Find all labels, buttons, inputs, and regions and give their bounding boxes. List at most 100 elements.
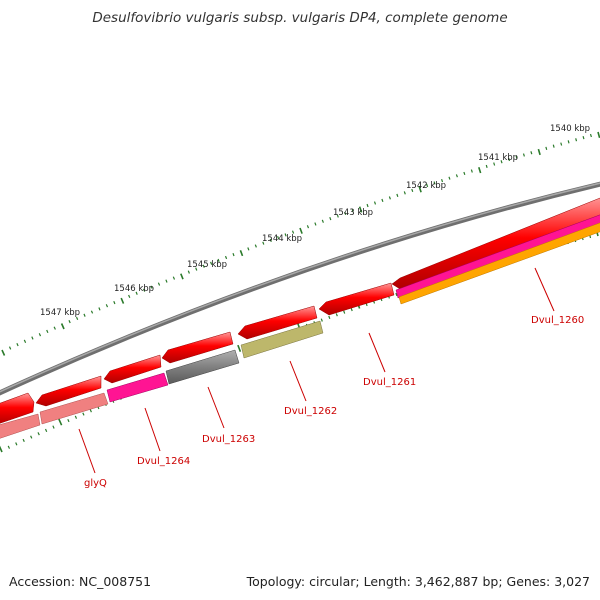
feature-cds[interactable] bbox=[0, 392, 35, 425]
genome-summary-text: Topology: circular; Length: 3,462,887 bp… bbox=[246, 574, 590, 589]
label-leaders bbox=[78, 267, 555, 474]
gene-label[interactable]: Dvul_1263 bbox=[202, 434, 255, 445]
scale-tick bbox=[16, 343, 19, 347]
feature-cds-magenta[interactable] bbox=[106, 372, 169, 403]
scale-tick bbox=[30, 435, 33, 439]
scale-tick bbox=[38, 333, 42, 337]
feature-cds[interactable] bbox=[237, 305, 318, 340]
scale-tick bbox=[441, 179, 444, 183]
scale-tick bbox=[582, 136, 585, 140]
scale-tick bbox=[67, 418, 70, 423]
scale-tick bbox=[350, 307, 353, 312]
scale-tick bbox=[217, 258, 220, 263]
scale-tick bbox=[23, 339, 27, 343]
scale-tick bbox=[74, 415, 78, 419]
scale-tick bbox=[500, 160, 503, 164]
scale-tick bbox=[1, 349, 6, 356]
scale-tick bbox=[180, 273, 184, 280]
scale-tick bbox=[46, 329, 49, 334]
gene-label[interactable]: Dvul_1264 bbox=[137, 456, 190, 467]
feature-cds[interactable] bbox=[161, 331, 234, 364]
map-title: Desulfovibrio vulgaris subsp. vulgaris D… bbox=[92, 10, 507, 26]
accession-text: Accession: NC_008751 bbox=[9, 574, 151, 589]
scale-tick bbox=[560, 142, 563, 146]
scale-tick bbox=[366, 203, 369, 208]
feature-cds[interactable] bbox=[318, 282, 395, 316]
scale-tick bbox=[157, 282, 161, 286]
tick-label: 1546 kbp bbox=[114, 284, 154, 294]
scale-tick bbox=[448, 176, 451, 180]
scale-tick bbox=[329, 217, 332, 221]
scale-tick bbox=[388, 196, 391, 200]
scale-tick bbox=[589, 133, 592, 138]
gene-label[interactable]: glyQ bbox=[84, 478, 107, 489]
reverse-features bbox=[0, 213, 600, 440]
tick-label: 1545 kbp bbox=[187, 260, 227, 270]
scale-tick bbox=[31, 336, 34, 340]
scale-tick bbox=[269, 238, 272, 243]
scale-tick bbox=[336, 214, 339, 218]
feature-cds[interactable] bbox=[103, 354, 162, 384]
scale-tick bbox=[8, 346, 12, 350]
scale-tick bbox=[306, 225, 310, 229]
feature-cds-gray[interactable] bbox=[165, 349, 240, 385]
scale-tick bbox=[478, 167, 482, 174]
scale-tick bbox=[15, 442, 18, 446]
scale-tick bbox=[165, 279, 168, 283]
scale-tick bbox=[463, 171, 466, 175]
scale-tick bbox=[187, 270, 190, 274]
feature-trna[interactable] bbox=[0, 413, 41, 440]
scale-tick bbox=[195, 267, 198, 271]
tick-label: 1540 kbp bbox=[550, 124, 590, 134]
scale-tick bbox=[98, 307, 101, 311]
scale-tick bbox=[237, 344, 242, 352]
scale-tick bbox=[90, 310, 94, 314]
scale-tick bbox=[89, 409, 92, 413]
scale-tick bbox=[358, 206, 363, 213]
scale-tick bbox=[470, 169, 473, 173]
scale-tick bbox=[202, 264, 205, 268]
gene-label[interactable]: Dvul_1262 bbox=[284, 406, 337, 417]
feature-cds[interactable] bbox=[35, 375, 102, 407]
scale-tick bbox=[247, 247, 250, 251]
gene-label[interactable]: Dvul_1261 bbox=[363, 377, 416, 388]
scale-tick bbox=[299, 227, 303, 234]
scale-tick bbox=[314, 222, 317, 226]
scale-tick bbox=[575, 138, 578, 142]
scale-tick bbox=[515, 155, 518, 159]
scale-tick bbox=[403, 191, 406, 195]
scale-tick bbox=[418, 186, 422, 193]
scale-tick bbox=[433, 181, 436, 185]
feature-cds-olive[interactable] bbox=[240, 320, 324, 359]
feature-trna[interactable] bbox=[39, 392, 109, 425]
scale-tick bbox=[22, 438, 25, 443]
scale-tick bbox=[120, 297, 125, 304]
scale-tick bbox=[321, 219, 324, 223]
scale-tick bbox=[343, 310, 346, 314]
tick-label: 1544 kbp bbox=[262, 234, 302, 244]
scale-tick bbox=[150, 285, 153, 289]
scale-tick bbox=[142, 288, 146, 292]
scale-tick bbox=[545, 146, 548, 150]
scale-tick bbox=[60, 323, 65, 330]
gene-label[interactable]: Dvul_1260 bbox=[531, 315, 584, 326]
scale-tick bbox=[105, 304, 109, 308]
feature-cds-orange[interactable] bbox=[398, 221, 600, 305]
scale-tick bbox=[291, 230, 295, 234]
scale-tick bbox=[381, 198, 384, 203]
scale-tick bbox=[82, 412, 85, 416]
scale-tick bbox=[411, 188, 414, 192]
scale-tick bbox=[530, 151, 533, 155]
scale-tick bbox=[75, 316, 79, 321]
tick-label: 1541 kbp bbox=[478, 153, 518, 163]
scale-tick bbox=[83, 313, 86, 317]
feature-cds-magenta[interactable] bbox=[395, 213, 600, 299]
scale-tick bbox=[485, 164, 488, 168]
scale-tick bbox=[335, 313, 338, 317]
scale-tick bbox=[284, 233, 287, 237]
scale-tick bbox=[455, 174, 458, 178]
scale-tick bbox=[522, 153, 525, 157]
scale-tick bbox=[224, 255, 228, 260]
scale-tick bbox=[508, 157, 511, 162]
